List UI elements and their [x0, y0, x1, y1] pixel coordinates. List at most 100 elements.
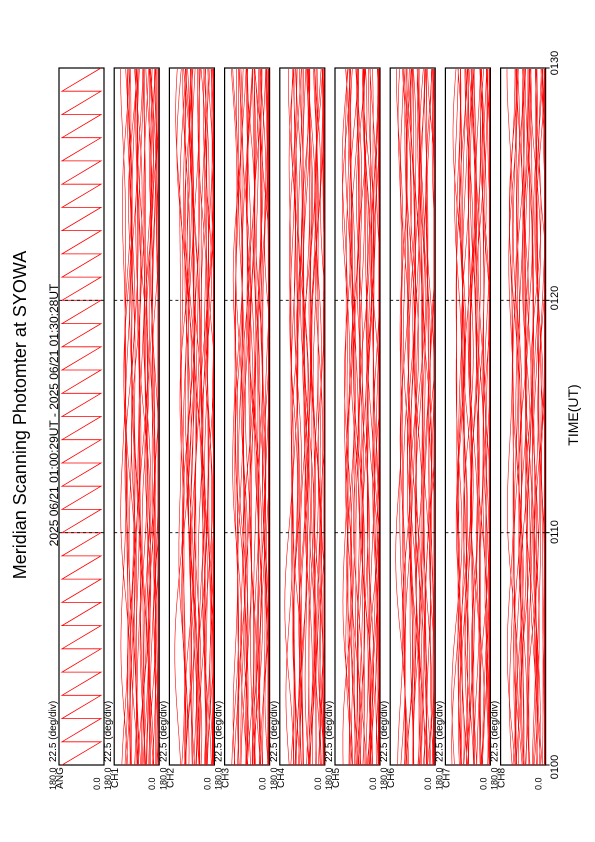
trace-ch8-26 — [534, 68, 544, 766]
panel-label-ch7: CH7 — [441, 768, 452, 788]
trace-ch6-0 — [395, 68, 406, 766]
trace-ch3-13 — [243, 68, 253, 766]
trace-ch2-9 — [184, 68, 195, 766]
y-range-max-ch7: 180.0 — [434, 767, 444, 790]
trace-ch1-17 — [139, 68, 151, 765]
panel-label-ch4: CH4 — [276, 768, 287, 788]
scale-label-ch1: 22.5 (deg/div) — [103, 701, 114, 762]
y-range-max-ch8: 180.0 — [490, 767, 500, 790]
trace-ch6-28 — [426, 68, 435, 766]
trace-ch8-7 — [513, 68, 526, 766]
trace-ch6-3 — [400, 68, 410, 765]
trace-ch2-20 — [196, 68, 207, 765]
trace-ch1-4 — [124, 69, 136, 766]
scale-label-ch8: 22.5 (deg/div) — [490, 701, 501, 762]
y-range-max-ch3: 180.0 — [214, 767, 224, 790]
trace-ch5-10 — [350, 68, 361, 766]
trace-ch3-8 — [238, 68, 248, 766]
trace-ch4-4 — [289, 69, 298, 765]
trace-ch4-13 — [299, 68, 309, 766]
trace-ch1-1 — [120, 68, 130, 766]
y-range-min-ch2: 0.0 — [202, 777, 212, 790]
trace-ch7-17 — [469, 69, 478, 765]
y-range-max-ch1: 180.0 — [103, 767, 113, 790]
trace-ch1-24 — [147, 68, 156, 765]
trace-ch3-12 — [245, 68, 252, 766]
trace-ch6-4 — [399, 69, 409, 766]
trace-ch1-14 — [135, 68, 144, 766]
trace-ch1-0 — [120, 69, 131, 766]
trace-ch7-3 — [454, 68, 462, 766]
y-range-max-ch6: 180.0 — [379, 767, 389, 790]
trace-ch5-23 — [365, 69, 375, 765]
trace-ch7-20 — [472, 68, 485, 766]
trace-ch5-27 — [369, 68, 380, 766]
scale-label-ch5: 22.5 (deg/div) — [324, 701, 335, 762]
trace-ch6-13 — [410, 68, 421, 766]
trace-ch6-18 — [414, 69, 425, 765]
trace-ch5-17 — [359, 69, 369, 765]
trace-ch6-21 — [418, 68, 428, 766]
panel-label-ch3: CH3 — [221, 768, 232, 788]
y-range-min-ch4: 0.0 — [313, 777, 323, 790]
trace-ch8-23 — [534, 69, 544, 765]
trace-ch2-26 — [203, 68, 212, 765]
panel-label-ch2: CH2 — [165, 768, 176, 788]
trace-ch1-11 — [131, 69, 142, 765]
trace-ch3-19 — [252, 68, 262, 765]
trace-ch4-23 — [310, 69, 321, 765]
trace-ch8-16 — [524, 69, 532, 766]
y-range-min-ch7: 0.0 — [478, 777, 488, 790]
trace-ch1-5 — [125, 68, 136, 765]
trace-ch4-24 — [312, 68, 323, 766]
scale-label-ch2: 22.5 (deg/div) — [158, 701, 169, 762]
y-range-min-ch1: 0.0 — [147, 777, 157, 790]
trace-ch7-13 — [464, 68, 475, 766]
scale-label-ch6: 22.5 (deg/div) — [379, 701, 390, 762]
y-range-min-ch5: 0.0 — [368, 777, 378, 790]
trace-ch8-20 — [527, 68, 538, 766]
trace-ch6-26 — [424, 68, 433, 766]
trace-ch8-5 — [512, 69, 522, 765]
trace-ch8-6 — [515, 68, 524, 766]
trace-ch8-22 — [530, 69, 542, 766]
trace-ch3-25 — [257, 68, 266, 766]
trace-ch4-27 — [314, 68, 325, 765]
panel-label-ang: ANG — [55, 767, 66, 789]
trace-ch5-2 — [342, 68, 353, 766]
x-axis-label: TIME(UT) — [565, 384, 581, 445]
trace-ch5-9 — [349, 68, 359, 766]
scale-label-ang: 22.5 (deg/div) — [48, 701, 59, 762]
y-range-max-ch4: 180.0 — [269, 767, 279, 790]
trace-ch3-0 — [231, 68, 242, 766]
trace-ch5-5 — [345, 68, 354, 766]
trace-ch7-19 — [471, 68, 481, 766]
x-tick-label-0110: 0110 — [549, 520, 561, 544]
y-range-min-ch3: 0.0 — [258, 777, 268, 790]
trace-ch1-23 — [144, 69, 153, 766]
trace-ch2-15 — [191, 68, 201, 765]
trace-ch3-22 — [254, 68, 263, 766]
trace-ch8-18 — [525, 68, 536, 766]
trace-ch4-3 — [291, 68, 301, 766]
x-tick-label-0130: 0130 — [549, 51, 561, 75]
trace-ch8-3 — [509, 69, 519, 766]
trace-ch7-21 — [474, 68, 485, 766]
trace-ch5-3 — [345, 68, 353, 765]
scale-label-ch4: 22.5 (deg/div) — [269, 701, 280, 762]
trace-ch7-2 — [452, 68, 465, 766]
trace-ch2-5 — [181, 68, 192, 765]
trace-ch6-29 — [428, 69, 435, 765]
panel-label-ch6: CH6 — [386, 768, 397, 788]
trace-ch3-5 — [235, 68, 245, 765]
scale-label-ch3: 22.5 (deg/div) — [214, 701, 225, 762]
